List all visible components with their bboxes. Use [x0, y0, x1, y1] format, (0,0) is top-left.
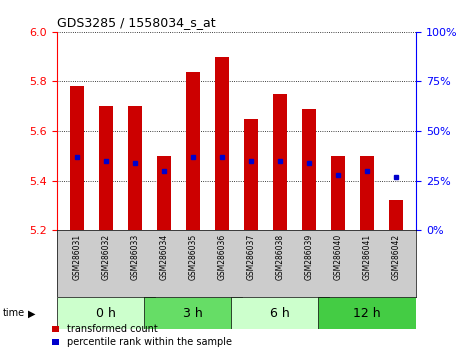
Bar	[302, 109, 316, 230]
Text: GSM286031: GSM286031	[72, 234, 81, 280]
Text: GSM286042: GSM286042	[392, 234, 401, 280]
Bar	[331, 156, 345, 230]
Bar	[157, 156, 171, 230]
Bar	[231, 297, 329, 329]
Text: 6 h: 6 h	[270, 307, 290, 320]
Bar	[318, 297, 416, 329]
Bar	[144, 297, 242, 329]
Text: GSM286036: GSM286036	[218, 234, 227, 280]
Text: GSM286033: GSM286033	[131, 234, 140, 280]
Text: time: time	[2, 308, 25, 318]
Bar	[128, 106, 142, 230]
Bar	[273, 94, 287, 230]
Text: GSM286038: GSM286038	[275, 234, 284, 280]
Text: GSM286032: GSM286032	[102, 234, 111, 280]
Bar	[57, 297, 155, 329]
Bar	[389, 200, 403, 230]
Text: GSM286035: GSM286035	[189, 234, 198, 280]
Text: ▶: ▶	[28, 308, 36, 318]
Text: GSM286040: GSM286040	[333, 234, 342, 280]
Bar	[359, 156, 374, 230]
Text: GSM286041: GSM286041	[362, 234, 371, 280]
Bar	[186, 72, 200, 230]
Text: GSM286034: GSM286034	[159, 234, 168, 280]
Text: GSM286039: GSM286039	[305, 234, 314, 280]
Text: GDS3285 / 1558034_s_at: GDS3285 / 1558034_s_at	[57, 16, 215, 29]
Text: 3 h: 3 h	[183, 307, 203, 320]
Bar	[70, 86, 84, 230]
Text: GSM286037: GSM286037	[246, 234, 255, 280]
Text: 12 h: 12 h	[353, 307, 381, 320]
Bar	[99, 106, 114, 230]
Bar	[215, 57, 229, 230]
Legend: transformed count, percentile rank within the sample: transformed count, percentile rank withi…	[52, 325, 232, 347]
Text: 0 h: 0 h	[96, 307, 116, 320]
Bar	[244, 119, 258, 230]
